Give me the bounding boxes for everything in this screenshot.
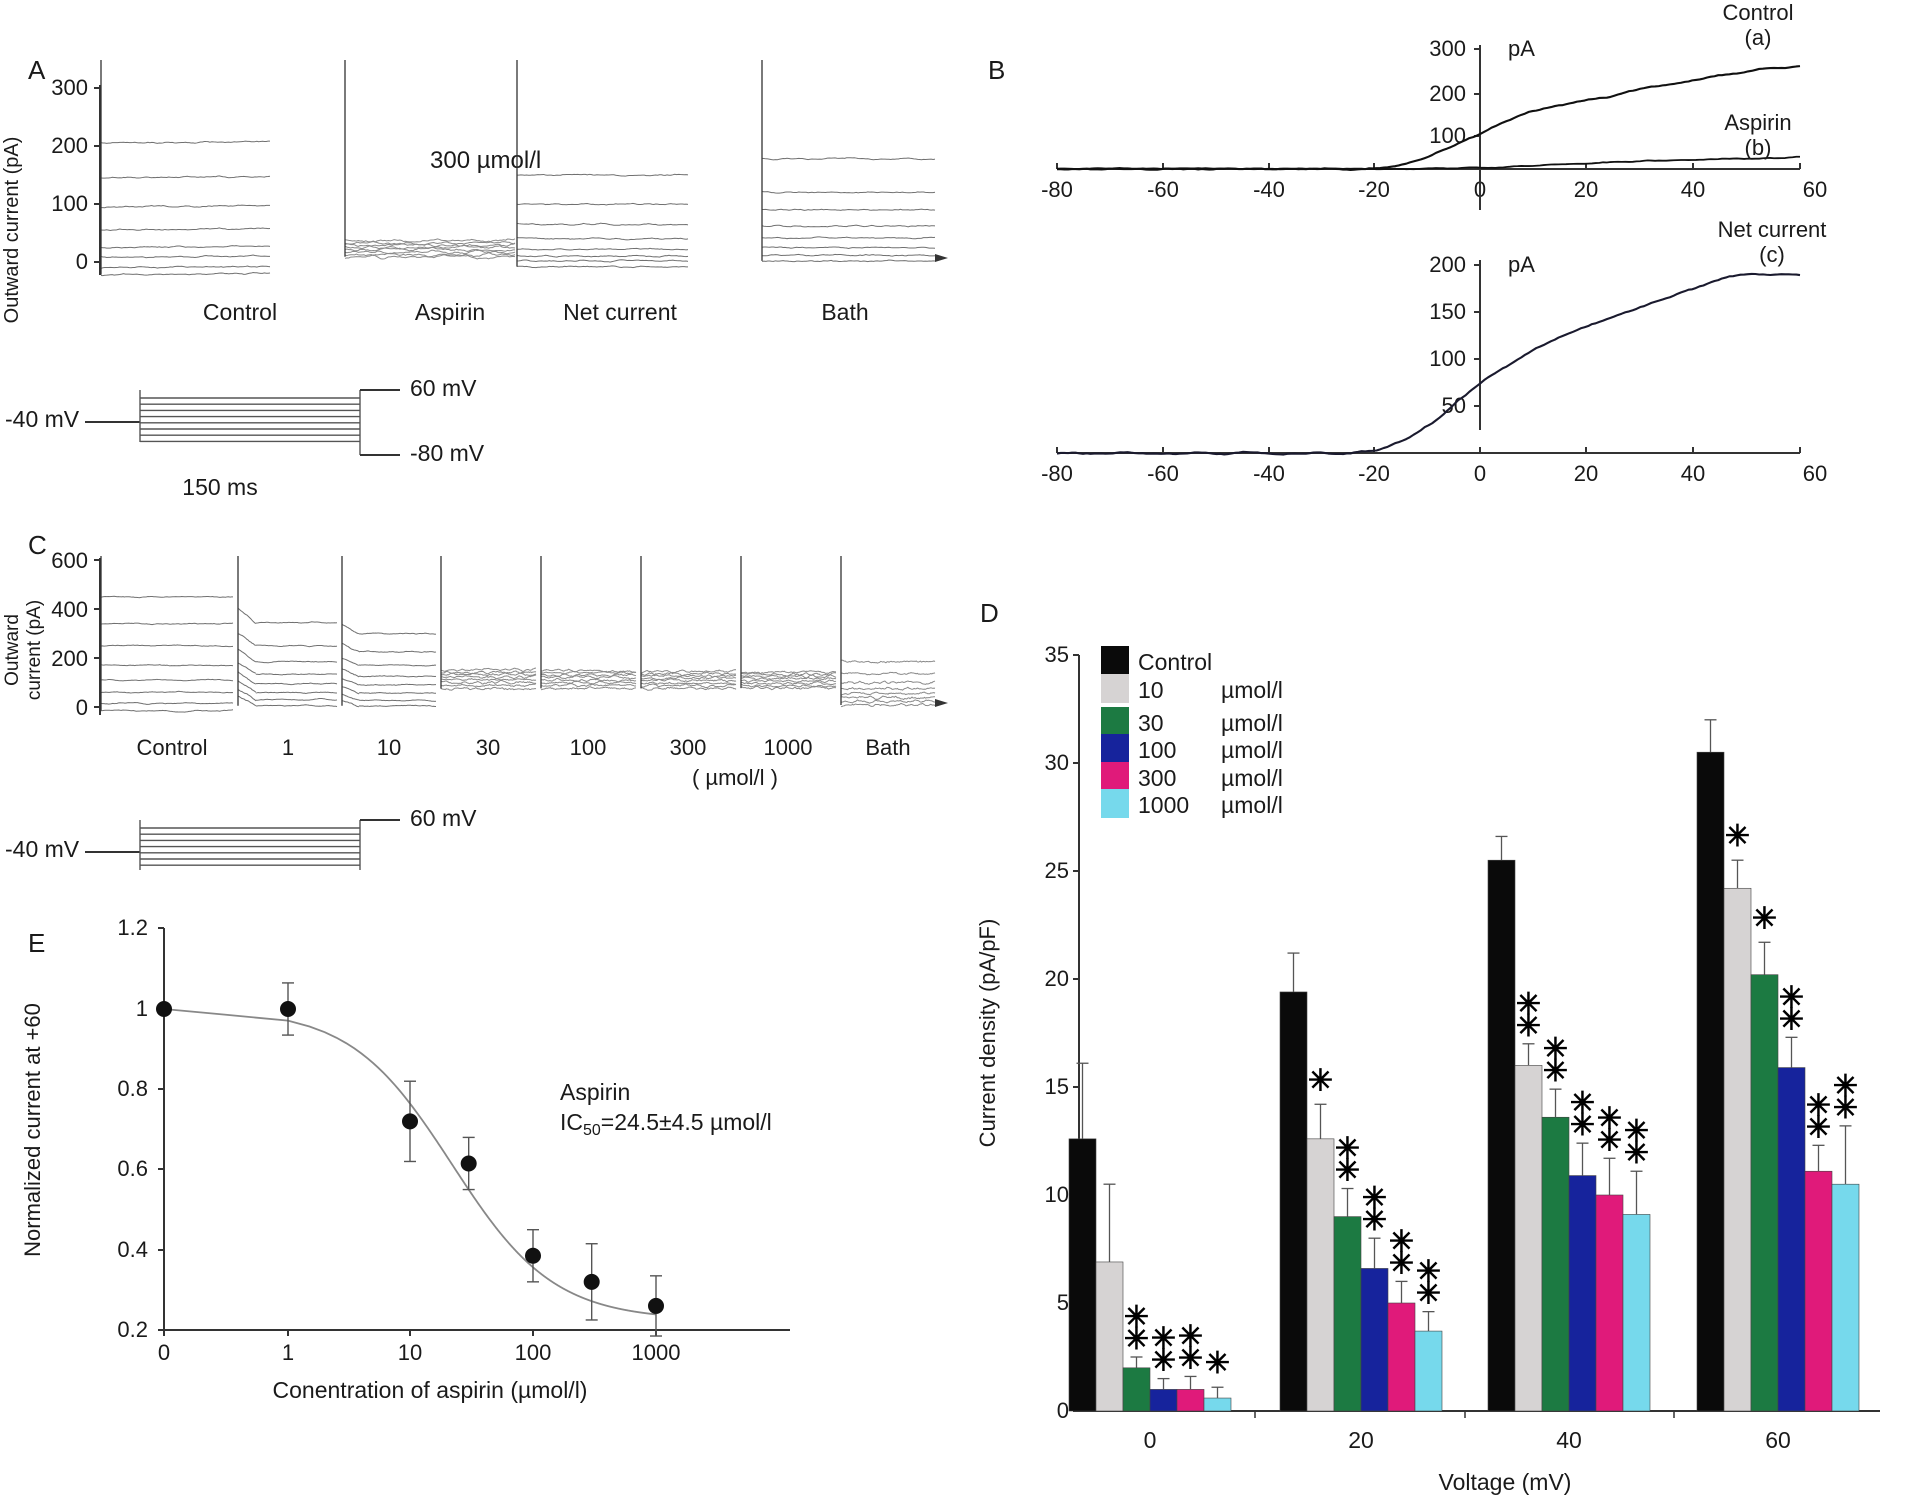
svg-text:Voltage (mV): Voltage (mV)	[1439, 1469, 1572, 1495]
svg-text:✳: ✳	[1362, 1204, 1387, 1237]
svg-text:-40 mV: -40 mV	[5, 406, 80, 432]
svg-text:300: 300	[51, 75, 88, 100]
svg-text:600: 600	[51, 548, 88, 573]
svg-text:0.2: 0.2	[117, 1317, 148, 1342]
svg-text:Conentration of aspirin (µmol/: Conentration of aspirin (µmol/l)	[273, 1377, 588, 1403]
svg-text:30: 30	[1138, 710, 1164, 736]
svg-text:0.4: 0.4	[117, 1237, 148, 1262]
svg-text:Normalized current at +60: Normalized current at +60	[20, 1003, 45, 1257]
svg-text:Bath: Bath	[821, 299, 868, 325]
svg-text:✳: ✳	[1389, 1247, 1414, 1280]
svg-text:100: 100	[51, 191, 88, 216]
svg-text:1: 1	[282, 735, 294, 760]
svg-text:35: 35	[1045, 642, 1069, 667]
svg-text:1000: 1000	[1138, 792, 1189, 818]
svg-text:60 mV: 60 mV	[410, 375, 477, 401]
svg-text:✳: ✳	[1151, 1345, 1176, 1378]
svg-text:150 ms: 150 ms	[182, 474, 257, 500]
svg-text:300: 300	[670, 735, 707, 760]
svg-text:✳: ✳	[1178, 1342, 1203, 1375]
svg-text:10: 10	[1138, 677, 1164, 703]
svg-text:0: 0	[76, 249, 88, 274]
svg-text:µmol/l: µmol/l	[1221, 677, 1283, 703]
svg-text:400: 400	[51, 597, 88, 622]
svg-text:25: 25	[1045, 858, 1069, 883]
svg-text:5: 5	[1057, 1290, 1069, 1315]
svg-text:✳: ✳	[1752, 902, 1777, 935]
svg-text:60: 60	[1765, 1427, 1791, 1453]
svg-text:✳: ✳	[1806, 1111, 1831, 1144]
svg-text:Aspirin: Aspirin	[560, 1079, 630, 1105]
svg-text:-80 mV: -80 mV	[410, 440, 485, 466]
svg-text:Control: Control	[203, 299, 277, 325]
svg-text:Control: Control	[137, 735, 208, 760]
svg-text:0.8: 0.8	[117, 1076, 148, 1101]
svg-text:✳: ✳	[1335, 1155, 1360, 1188]
svg-text:1000: 1000	[632, 1340, 681, 1365]
svg-text:0: 0	[1144, 1427, 1157, 1453]
svg-text:Control: Control	[1138, 649, 1212, 675]
svg-text:300: 300	[1138, 765, 1176, 791]
svg-text:10: 10	[1045, 1182, 1069, 1207]
svg-text:✳: ✳	[1624, 1137, 1649, 1170]
svg-text:1000: 1000	[764, 735, 813, 760]
svg-text:✳: ✳	[1543, 1055, 1568, 1088]
svg-text:100: 100	[570, 735, 607, 760]
svg-text:10: 10	[377, 735, 401, 760]
svg-text:µmol/l: µmol/l	[1221, 737, 1283, 763]
svg-text:✳: ✳	[1833, 1092, 1858, 1125]
svg-text:30: 30	[476, 735, 500, 760]
svg-text:µmol/l: µmol/l	[1221, 765, 1283, 791]
svg-text:300 µmol/l: 300 µmol/l	[430, 147, 541, 174]
svg-text:✳: ✳	[1124, 1323, 1149, 1356]
svg-text:1: 1	[282, 1340, 294, 1365]
svg-text:-40 mV: -40 mV	[5, 836, 80, 862]
svg-text:1.2: 1.2	[117, 915, 148, 940]
svg-text:Current density (pA/pF): Current density (pA/pF)	[975, 919, 1000, 1148]
svg-text:40: 40	[1556, 1427, 1582, 1453]
svg-text:✳: ✳	[1779, 1003, 1804, 1036]
svg-text:✳: ✳	[1516, 1010, 1541, 1043]
svg-text:200: 200	[51, 133, 88, 158]
svg-text:✳: ✳	[1416, 1278, 1441, 1311]
svg-text:µmol/l: µmol/l	[1221, 710, 1283, 736]
svg-text:( µmol/l ): ( µmol/l )	[692, 765, 778, 790]
svg-text:✳: ✳	[1205, 1347, 1230, 1380]
svg-text:Aspirin: Aspirin	[415, 299, 485, 325]
svg-text:Outward: Outward	[2, 614, 23, 686]
svg-text:60 mV: 60 mV	[410, 805, 477, 831]
svg-text:✳: ✳	[1725, 820, 1750, 853]
svg-text:100: 100	[515, 1340, 552, 1365]
svg-text:Net current: Net current	[563, 299, 677, 325]
svg-text:IC50=24.5±4.5 µmol/l: IC50=24.5±4.5 µmol/l	[560, 1109, 772, 1139]
svg-text:100: 100	[1138, 737, 1176, 763]
svg-text:0: 0	[158, 1340, 170, 1365]
svg-text:✳: ✳	[1308, 1064, 1333, 1097]
svg-text:0: 0	[1057, 1398, 1069, 1423]
svg-text:1: 1	[136, 996, 148, 1021]
svg-text:200: 200	[51, 646, 88, 671]
svg-text:✳: ✳	[1597, 1124, 1622, 1157]
svg-text:10: 10	[398, 1340, 422, 1365]
svg-text:0.6: 0.6	[117, 1156, 148, 1181]
svg-text:current (pA): current (pA)	[24, 600, 45, 700]
svg-text:Bath: Bath	[865, 735, 910, 760]
svg-text:20: 20	[1045, 966, 1069, 991]
svg-text:µmol/l: µmol/l	[1221, 792, 1283, 818]
svg-text:20: 20	[1348, 1427, 1374, 1453]
svg-text:30: 30	[1045, 750, 1069, 775]
svg-text:Outward current (pA): Outward current (pA)	[1, 137, 23, 324]
svg-text:15: 15	[1045, 1074, 1069, 1099]
svg-text:✳: ✳	[1570, 1109, 1595, 1142]
svg-text:0: 0	[76, 695, 88, 720]
